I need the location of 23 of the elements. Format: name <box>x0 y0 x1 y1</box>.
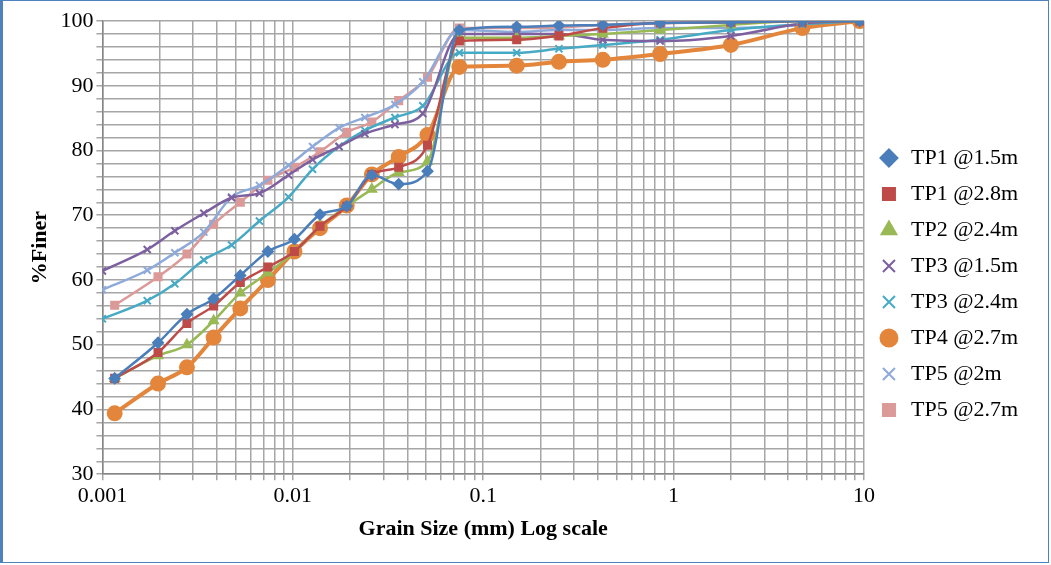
y-tick-label: 90 <box>71 71 94 97</box>
y-tick-label: 50 <box>71 330 94 356</box>
y-tick-label: 70 <box>71 201 94 227</box>
y-axis-title: %Finer <box>25 210 51 285</box>
legend-label: TP4 @2.7m <box>910 323 1018 349</box>
legend-label: TP1 @2.8m <box>910 179 1018 205</box>
y-tick-label: 100 <box>60 6 94 32</box>
x-tick-label: 0.1 <box>469 482 497 508</box>
legend-label: TP2 @2.4m <box>910 215 1018 241</box>
y-tick-label: 80 <box>71 136 94 162</box>
legend-label: TP5 @2m <box>910 359 1002 385</box>
y-tick-label: 30 <box>71 459 94 485</box>
x-tick-label: 10 <box>852 482 875 508</box>
x-tick-label: 0.001 <box>77 482 128 508</box>
legend-label: TP1 @1.5m <box>910 143 1018 169</box>
x-tick-label: 1 <box>668 482 680 508</box>
y-tick-label: 40 <box>71 395 94 421</box>
x-tick-label: 0.01 <box>273 482 313 508</box>
legend-label: TP3 @1.5m <box>910 251 1018 277</box>
x-axis-title: Grain Size (mm) Log scale <box>358 515 609 541</box>
y-tick-label: 60 <box>71 265 94 291</box>
legend-label: TP5 @2.7m <box>910 395 1018 421</box>
legend-label: TP3 @2.4m <box>910 287 1018 313</box>
